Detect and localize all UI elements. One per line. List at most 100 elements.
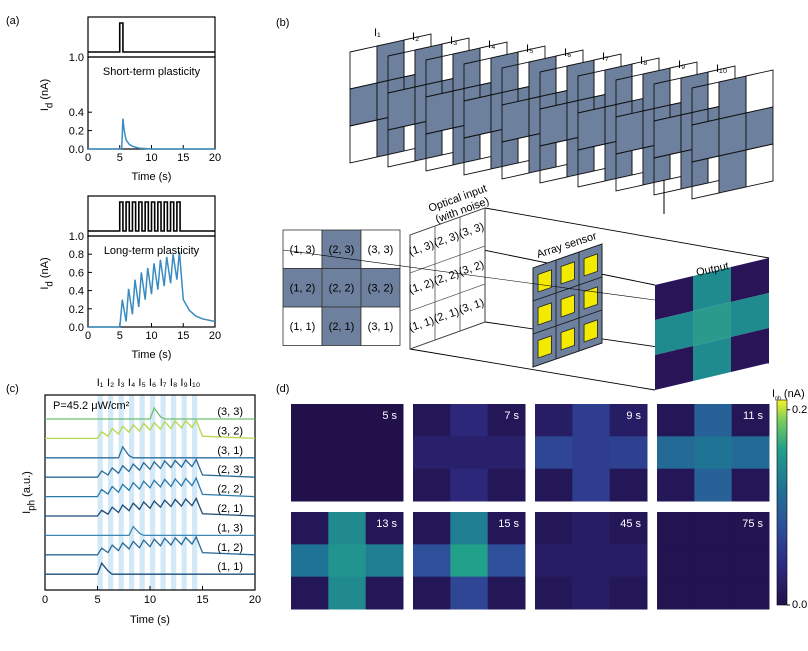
panel-label: (b) [276, 17, 289, 29]
label-main: I [772, 388, 775, 400]
heatmap-cell [657, 576, 695, 610]
heatmap-cell [365, 512, 404, 545]
heatmap-cell [487, 512, 526, 545]
heatmap-cell [487, 544, 526, 578]
frame-cell [691, 118, 720, 163]
heatmap-cell [413, 436, 451, 470]
heatmap-cell [328, 468, 367, 502]
grid-label: (2, 1) [329, 321, 355, 333]
response-trace [45, 525, 255, 537]
stimulus-pulse [88, 201, 215, 232]
x-tick-label: 5 [94, 594, 100, 606]
heatmap-cell [657, 512, 695, 545]
heatmap-title: 15 s [498, 518, 519, 530]
heatmap-cell [609, 576, 648, 610]
heatmap-cell [535, 512, 573, 545]
label-sub: d [45, 103, 56, 108]
heatmap-cell [487, 404, 526, 437]
trace-label: (3, 3) [217, 406, 243, 418]
heatmap-cell [694, 512, 733, 545]
sensor-pixel [583, 253, 598, 277]
stimulus-pulse [88, 22, 215, 53]
pulse-band [171, 395, 177, 590]
heatmap-title: 11 s [743, 410, 763, 422]
heatmap-cell [487, 436, 526, 470]
frame-cell [501, 98, 530, 143]
heatmap-cell [535, 404, 573, 437]
label-main: I [39, 108, 51, 111]
response-trace [45, 535, 256, 556]
heatmap-cell [657, 404, 695, 437]
output-cell [693, 267, 731, 311]
response-trace [45, 418, 256, 440]
sensor-pixel [537, 335, 552, 359]
trace-label: (1, 1) [217, 561, 243, 573]
label-rest: (nA) [39, 79, 51, 103]
heatmap-cell [291, 576, 329, 610]
sensor-pixel [537, 302, 552, 326]
sensor-cell [578, 309, 603, 352]
sensor-pixel [583, 319, 598, 343]
axis-title: Id (nA) [39, 257, 56, 289]
frame-label: I₇ [602, 51, 609, 63]
output-cell [693, 302, 731, 346]
heatmap-cell [487, 468, 526, 502]
heatmap-cell [291, 468, 329, 502]
sensor-pixel [560, 327, 575, 351]
subtitle: Long-term plasticity [104, 245, 200, 257]
pulse-label: I₅ [138, 377, 146, 389]
axis-title: Iph (nA) [772, 388, 805, 401]
response-trace [45, 561, 255, 575]
pulse-band [192, 395, 198, 590]
y-tick-label: 0.0 [69, 144, 84, 156]
x-tick-label: 5 [117, 152, 123, 164]
grid-cell [321, 306, 362, 346]
frame-cell [745, 143, 774, 188]
pulse-box [87, 16, 216, 58]
trace-label: (3, 2) [217, 425, 243, 437]
pulse-band [150, 395, 156, 590]
heatmap-cell [487, 576, 526, 610]
pulse-label: I₇ [160, 377, 167, 389]
pulse-band [108, 395, 114, 590]
label-rest: (a.u.) [21, 471, 33, 500]
heatmap-cell [572, 436, 611, 470]
frame-cell [463, 94, 492, 139]
y-tick-label: 0.6 [69, 267, 84, 279]
heatmap-cell [731, 512, 770, 545]
x-tick-label: 0 [85, 330, 91, 342]
frame-cell [528, 55, 557, 100]
y-tick-label: 0.2 [69, 304, 84, 316]
trace-label: (1, 2) [217, 542, 243, 554]
grid-cell [321, 268, 362, 308]
trace-label: (2, 2) [217, 484, 243, 496]
pulse-label: I₉ [180, 377, 187, 389]
heatmap-cell [731, 436, 770, 470]
frame-cell [615, 110, 644, 155]
frame-label: I₆ [564, 47, 572, 59]
heatmap-cell [328, 404, 367, 437]
y-tick-label: 0.8 [69, 249, 84, 261]
frame-cell [653, 114, 682, 159]
heatmap-cell [535, 576, 573, 610]
label-main: I [39, 287, 51, 290]
heatmap-title: 45 s [620, 518, 641, 530]
frame-label: I₉ [678, 59, 685, 71]
heatmap-cell [609, 512, 648, 545]
pulse-label: I₆ [149, 377, 157, 389]
output-cell [655, 346, 693, 390]
x-tick-label: 0 [85, 152, 91, 164]
trace-label: (1, 3) [217, 522, 243, 534]
pulse-label: I₂ [107, 377, 114, 389]
frame-cell [376, 39, 405, 84]
frame-cell [387, 86, 416, 131]
frame-label: I₁₀ [716, 63, 727, 75]
box-edge [484, 207, 770, 259]
trace-label: (3, 1) [217, 445, 243, 457]
heatmap-cell [694, 576, 733, 610]
x-axis-title: Time (s) [130, 614, 170, 626]
output-cell [655, 311, 693, 355]
response-trace [45, 496, 256, 517]
heatmap-cell [657, 544, 695, 578]
